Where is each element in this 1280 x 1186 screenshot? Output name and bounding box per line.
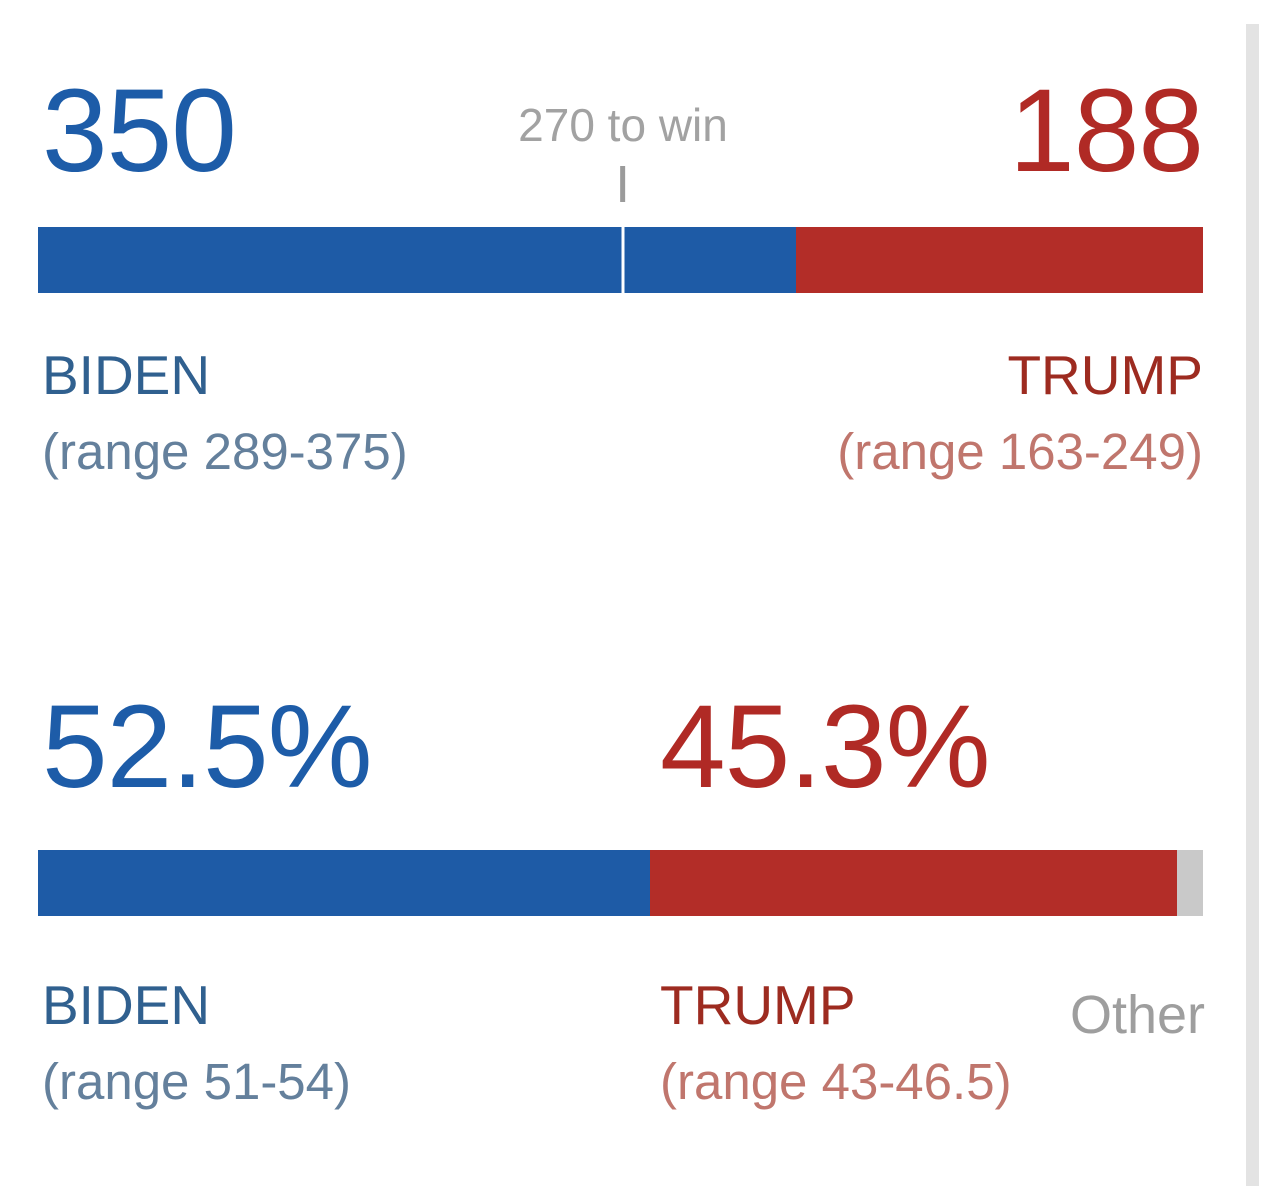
bar-segment-trump <box>795 227 1203 293</box>
biden-electoral-range: (range 289-375) <box>42 423 408 480</box>
trump-label: TRUMP <box>1007 344 1203 406</box>
threshold-divider <box>621 227 625 293</box>
bar-segment-other <box>1177 850 1203 916</box>
biden-label: BIDEN <box>42 344 211 406</box>
trump-popular-range: (range 43-46.5) <box>660 1053 1012 1110</box>
biden-label-popular: BIDEN <box>42 974 211 1036</box>
biden-electoral-total: 350 <box>42 65 237 197</box>
trump-electoral-total: 188 <box>1009 65 1204 197</box>
bar-segment-biden <box>38 850 650 916</box>
biden-popular-pct: 52.5% <box>42 681 373 813</box>
threshold-tick-icon <box>620 166 626 202</box>
scrollbar[interactable] <box>1246 24 1259 1186</box>
bar-segment-biden <box>38 227 796 293</box>
electoral-vote-bar <box>38 227 1203 293</box>
other-label: Other <box>1069 985 1205 1045</box>
bar-segment-trump <box>649 850 1178 916</box>
trump-popular-pct: 45.3% <box>660 681 991 813</box>
popular-vote-bar <box>38 850 1203 916</box>
trump-electoral-range: (range 163-249) <box>837 423 1203 480</box>
biden-popular-range: (range 51-54) <box>42 1053 352 1110</box>
win-threshold-marker: 270 to win <box>518 98 728 202</box>
trump-label-popular: TRUMP <box>660 974 856 1036</box>
to-win-label: 270 to win <box>518 99 728 151</box>
